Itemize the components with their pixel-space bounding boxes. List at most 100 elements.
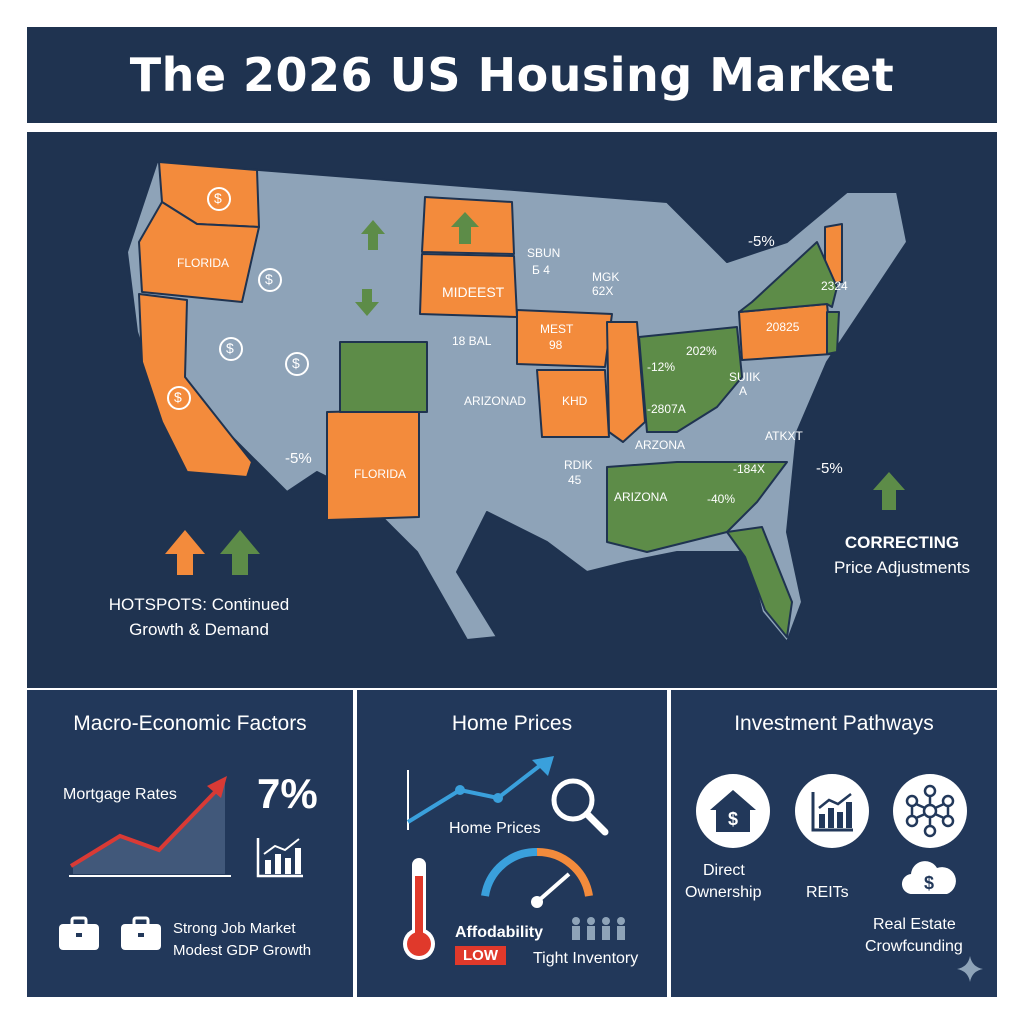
map-label: FLORIDA xyxy=(354,467,407,481)
percent-label: -5% xyxy=(285,450,312,467)
region-new-mexico xyxy=(326,409,420,521)
dollar-icon: $ xyxy=(226,340,234,356)
map-label: SUIIK xyxy=(729,370,761,384)
region-ohio-indiana xyxy=(638,326,743,433)
mortgage-label: Mortgage Rates xyxy=(63,786,177,803)
map-label: MIDEEST xyxy=(442,284,505,300)
sparkle-icon xyxy=(957,956,983,982)
map-label: -40% xyxy=(707,492,736,506)
map-label: ARZONA xyxy=(635,438,686,452)
map-label: 20825 xyxy=(766,320,800,334)
crowdfunding-line1: Real Estate xyxy=(873,916,956,933)
mortgage-trend-area xyxy=(73,782,225,874)
correcting-legend: CORRECTING Price Adjustments xyxy=(797,530,997,580)
cloud-dollar-icon: $ xyxy=(901,861,956,895)
up-arrow-icon xyxy=(361,220,385,250)
house-dollar-icon: $ xyxy=(696,774,770,848)
dollar-icon: $ xyxy=(174,389,182,405)
map-label: 62X xyxy=(592,284,614,298)
correcting-legend-line2: Price Adjustments xyxy=(833,558,971,577)
mortgage-trend-chart xyxy=(69,776,231,877)
affordability-label: Affodability xyxy=(455,924,543,941)
map-label: SBUN xyxy=(527,246,561,260)
map-label: Б 4 xyxy=(532,263,550,277)
map-panel: $ $ $ $ $ FLORIDA MIDEEST SBUN Б 4 MGK 6… xyxy=(27,132,997,688)
map-label: -184X xyxy=(733,462,766,476)
map-label: ARIZONA xyxy=(614,490,668,504)
dollar-icon xyxy=(167,187,309,410)
map-label: KHD xyxy=(562,394,588,408)
investment-title: Investment Pathways xyxy=(734,712,934,735)
map-arrows xyxy=(355,212,905,510)
gauge-icon xyxy=(481,847,593,908)
hotspots-legend-line1: HOTSPOTS: Continued xyxy=(108,595,290,614)
hotspots-legend-line2: Growth & Demand xyxy=(129,620,269,639)
up-arrow-icon xyxy=(873,472,905,510)
bar-chart-icon xyxy=(795,774,869,848)
map-label: 18 ВAL xyxy=(452,334,492,348)
home-prices-chart-label: Home Prices xyxy=(449,820,541,837)
briefcase-icon xyxy=(121,916,161,950)
map-label: 2324 xyxy=(821,279,848,293)
briefcase-icon xyxy=(59,916,99,950)
svg-text:$: $ xyxy=(924,873,934,893)
region-missouri xyxy=(536,369,610,438)
percent-label: -5% xyxy=(816,460,843,477)
legend-hotspot-arrow xyxy=(165,530,205,575)
mortgage-trend-line xyxy=(69,790,217,868)
map-label: FLORIDA xyxy=(177,256,230,270)
investment-card: Investment Pathways $ Direct Ownership xyxy=(671,690,997,997)
mortgage-rate: 7% xyxy=(257,770,318,817)
dollar-icon: $ xyxy=(214,190,222,206)
percent-label: -5% xyxy=(748,233,775,250)
map-label: ARIZONAD xyxy=(464,394,527,408)
macro-card: Macro-Economic Factors Mortgage Rates 7%… xyxy=(27,690,353,997)
map-label: MGK xyxy=(592,270,620,284)
region-new-york xyxy=(738,241,838,313)
gdp-label: Modest GDP Growth xyxy=(173,942,312,959)
home-prices-card: Home Prices Home Prices Affodability LOW… xyxy=(357,690,667,997)
macro-title: Macro-Economic Factors xyxy=(73,712,307,735)
page-title: The 2026 US Housing Market xyxy=(129,48,895,102)
job-market-label: Strong Job Market xyxy=(173,920,296,937)
network-icon xyxy=(893,774,967,848)
affordability-low-badge: LOW xyxy=(455,946,506,965)
us-map xyxy=(126,161,908,643)
direct-ownership-line2: Ownership xyxy=(685,884,762,901)
direct-ownership-line1: Direct xyxy=(703,862,745,879)
map-label: 202% xyxy=(686,344,717,358)
dollar-icon: $ xyxy=(265,271,273,287)
region-new-jersey xyxy=(826,311,840,355)
map-label: -12% xyxy=(647,360,676,374)
map-label: -2807A xyxy=(647,402,686,416)
map-label: MEST xyxy=(540,322,574,336)
up-arrow-icon xyxy=(451,212,479,244)
svg-text:$: $ xyxy=(728,809,738,829)
crowdfunding-line2: Crowfcunding xyxy=(865,938,963,955)
home-prices-chart xyxy=(406,756,554,830)
home-prices-title: Home Prices xyxy=(451,712,573,735)
region-colorado xyxy=(339,341,428,413)
region-california xyxy=(138,293,253,478)
thermometer-icon xyxy=(403,858,435,960)
hotspots-legend: HOTSPOTS: Continued Growth & Demand xyxy=(79,592,319,642)
map-label: 45 xyxy=(568,473,582,487)
down-arrow-icon xyxy=(355,289,379,316)
map-label: ATKXT xyxy=(765,429,803,443)
trend-arrow-head xyxy=(207,776,227,798)
map-label: 98 xyxy=(549,338,563,352)
dollar-icon: $ xyxy=(292,355,300,371)
map-label: RDIK xyxy=(564,458,593,472)
correcting-legend-line1: CORRECTING xyxy=(844,533,960,552)
people-icon xyxy=(572,917,625,940)
region-iowa xyxy=(516,309,613,368)
region-florida xyxy=(726,526,793,638)
magnifier-icon xyxy=(551,778,609,836)
reits-label: REITs xyxy=(806,884,849,901)
region-illinois xyxy=(606,321,646,443)
bar-chart-icon xyxy=(256,838,303,878)
region-oregon xyxy=(138,201,260,303)
map-label: A xyxy=(739,384,748,398)
legend-correcting-arrow xyxy=(220,530,260,575)
title-bar: The 2026 US Housing Market xyxy=(27,27,997,123)
